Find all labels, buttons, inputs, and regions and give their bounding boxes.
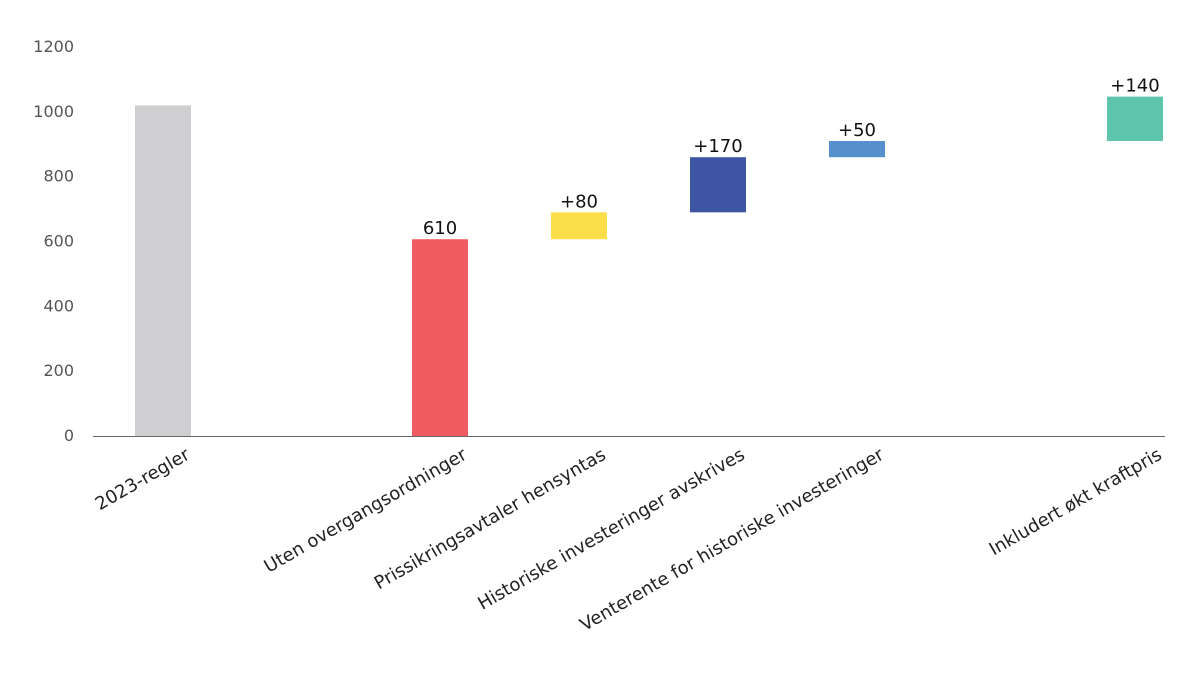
y-tick-label: 600 bbox=[43, 232, 74, 251]
x-tick-label: 2023-regler bbox=[92, 444, 194, 515]
bar bbox=[1107, 96, 1163, 142]
x-tick-label: Prissikringsavtaler hensyntas bbox=[371, 444, 610, 594]
bar bbox=[829, 141, 885, 158]
bar bbox=[412, 239, 468, 436]
y-axis: 0 200 400 600 800 1000 1200 bbox=[33, 37, 74, 445]
y-tick-label: 1200 bbox=[33, 37, 74, 56]
y-tick-label: 1000 bbox=[33, 102, 74, 121]
data-label: +80 bbox=[560, 191, 598, 212]
data-label: +50 bbox=[838, 120, 876, 141]
bar bbox=[135, 105, 191, 436]
y-tick-label: 400 bbox=[43, 296, 74, 315]
data-label: +140 bbox=[1110, 76, 1159, 97]
y-tick-label: 0 bbox=[64, 426, 74, 445]
data-label: +170 bbox=[693, 136, 742, 157]
x-tick-label: Venterente for historiske investeringer bbox=[577, 444, 888, 636]
y-tick-label: 800 bbox=[43, 167, 74, 186]
bars: 610 +80 +170 +50 +140 bbox=[135, 76, 1163, 436]
bar bbox=[690, 157, 746, 213]
y-tick-label: 200 bbox=[43, 361, 74, 380]
bar bbox=[551, 212, 607, 240]
x-axis-labels: 2023-regler Uten overgangsordningerPrissi… bbox=[92, 444, 1166, 636]
x-tick-label: Inkludert økt kraftpris bbox=[986, 444, 1166, 560]
x-tick-label: Historiske investeringer avskrives bbox=[474, 444, 748, 614]
data-label: 610 bbox=[423, 218, 457, 239]
